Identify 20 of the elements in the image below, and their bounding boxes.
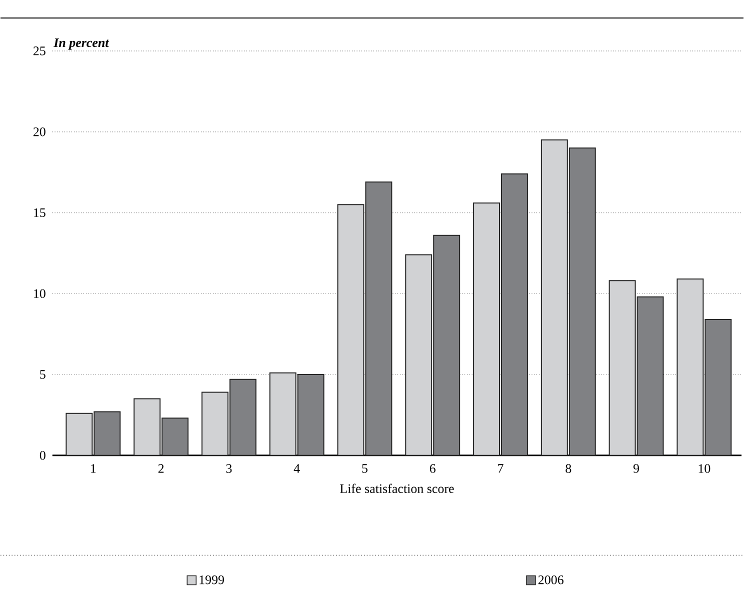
- y-tick-label: 25: [33, 46, 46, 56]
- legend-label: 2006: [538, 575, 564, 584]
- x-tick-label: 2: [158, 464, 164, 473]
- y-tick-label: 0: [40, 450, 46, 460]
- x-axis-title: Life satisfaction score: [340, 484, 454, 493]
- x-tick-label: 8: [566, 464, 572, 473]
- x-tick-label: 7: [498, 464, 504, 473]
- x-tick-label: 1: [91, 464, 96, 473]
- y-tick-label: 5: [40, 370, 46, 379]
- y-axis-title: In percent: [54, 38, 110, 50]
- x-tick-label: 9: [633, 464, 639, 473]
- y-tick-label: 10: [34, 289, 46, 298]
- legend-label: 1999: [200, 575, 224, 584]
- x-tick-label: 4: [294, 464, 300, 473]
- y-tick-label: 20: [33, 127, 46, 136]
- x-tick-label: 6: [430, 464, 436, 473]
- x-tick-label: 3: [226, 464, 232, 473]
- x-tick-label: 10: [698, 464, 710, 473]
- y-tick-label: 15: [34, 208, 46, 217]
- x-tick-label: 5: [362, 464, 368, 473]
